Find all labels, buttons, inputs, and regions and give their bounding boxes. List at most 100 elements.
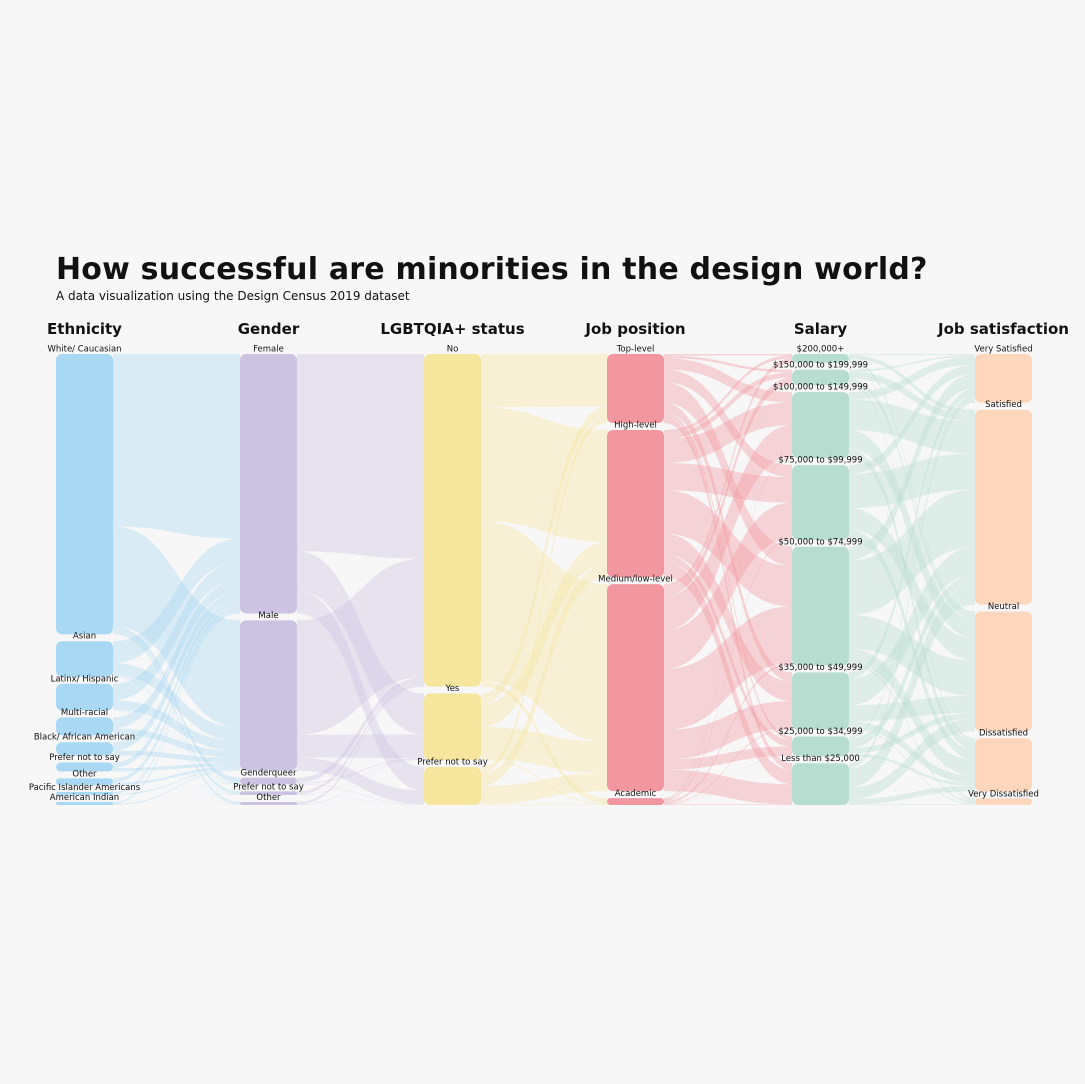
link-salary-6-to-3[interactable]: [849, 753, 975, 786]
node-salary-100-000-to-149-999[interactable]: [792, 392, 849, 459]
link-ethnicity-7-to-2[interactable]: [113, 784, 240, 795]
link-salary-2-to-2[interactable]: [849, 430, 975, 639]
link-job-position-1-to-1[interactable]: [664, 372, 792, 439]
node-gender-genderqueer[interactable]: [240, 777, 297, 785]
link-ethnicity-6-to-1[interactable]: [113, 766, 240, 785]
link-lgbtqia-status-1-to-2[interactable]: [481, 726, 607, 774]
link-ethnicity-2-to-1[interactable]: [113, 700, 240, 752]
link-ethnicity-0-to-2[interactable]: [113, 626, 240, 783]
link-job-position-1-to-5[interactable]: [664, 533, 792, 702]
link-job-position-3-to-6[interactable]: [664, 755, 792, 805]
node-ethnicity-asian[interactable]: [56, 641, 113, 677]
link-salary-2-to-3[interactable]: [849, 448, 975, 751]
link-gender-2-to-0[interactable]: [297, 677, 424, 783]
link-gender-4-to-1[interactable]: [297, 759, 424, 805]
link-ethnicity-3-to-4[interactable]: [113, 735, 240, 805]
link-job-position-2-to-4[interactable]: [664, 606, 792, 731]
link-ethnicity-7-to-4[interactable]: [113, 795, 240, 805]
link-ethnicity-1-to-0[interactable]: [113, 538, 240, 664]
node-gender-male[interactable]: [240, 620, 297, 771]
link-salary-1-to-0[interactable]: [849, 355, 975, 372]
link-ethnicity-0-to-1[interactable]: [113, 526, 240, 728]
node-job-satisfaction-very-dissatisfied[interactable]: [975, 798, 1032, 805]
link-ethnicity-8-to-1[interactable]: [113, 769, 240, 805]
link-gender-3-to-0[interactable]: [297, 682, 424, 795]
link-salary-4-to-3[interactable]: [849, 648, 975, 776]
link-job-position-2-to-5[interactable]: [664, 701, 792, 760]
link-salary-5-to-4[interactable]: [849, 728, 975, 804]
link-salary-0-to-0[interactable]: [849, 354, 975, 356]
link-ethnicity-4-to-3[interactable]: [113, 755, 240, 795]
link-salary-1-to-4[interactable]: [849, 384, 975, 799]
link-ethnicity-8-to-2[interactable]: [113, 784, 240, 805]
link-ethnicity-7-to-0[interactable]: [113, 610, 240, 794]
link-ethnicity-4-to-0[interactable]: [113, 591, 240, 751]
link-ethnicity-6-to-0[interactable]: [113, 606, 240, 783]
link-gender-1-to-0[interactable]: [297, 558, 424, 735]
link-ethnicity-2-to-3[interactable]: [113, 710, 240, 795]
link-gender-0-to-0[interactable]: [297, 354, 424, 559]
link-job-position-3-to-7[interactable]: [664, 804, 792, 805]
node-salary-50-000-to-74-999[interactable]: [792, 546, 849, 666]
link-salary-3-to-0[interactable]: [849, 364, 975, 474]
link-gender-3-to-1[interactable]: [297, 759, 424, 795]
node-lgbtqia-status-no[interactable]: [424, 354, 481, 687]
link-salary-0-to-1[interactable]: [849, 355, 975, 414]
node-job-satisfaction-neutral[interactable]: [975, 611, 1032, 732]
node-gender-other[interactable]: [240, 802, 297, 805]
node-ethnicity-prefer-not-to-say[interactable]: [56, 762, 113, 772]
link-ethnicity-5-to-0[interactable]: [113, 600, 240, 768]
link-salary-7-to-1[interactable]: [849, 584, 975, 788]
link-job-position-0-to-3[interactable]: [664, 369, 792, 478]
link-lgbtqia-status-2-to-3[interactable]: [481, 804, 607, 805]
link-salary-6-to-4[interactable]: [849, 755, 975, 805]
node-ethnicity-latinx-hispanic[interactable]: [56, 683, 113, 711]
link-lgbtqia-status-1-to-0[interactable]: [481, 406, 607, 705]
link-ethnicity-6-to-2[interactable]: [113, 784, 240, 785]
link-ethnicity-3-to-1[interactable]: [113, 728, 240, 758]
link-ethnicity-1-to-4[interactable]: [113, 676, 240, 805]
link-salary-5-to-0[interactable]: [849, 388, 975, 679]
link-lgbtqia-status-0-to-3[interactable]: [481, 681, 607, 804]
link-salary-5-to-1[interactable]: [849, 547, 975, 706]
link-ethnicity-3-to-3[interactable]: [113, 735, 240, 795]
link-job-position-1-to-0[interactable]: [664, 355, 792, 434]
link-job-position-2-to-3[interactable]: [664, 502, 792, 669]
node-salary-200-000[interactable]: [792, 354, 849, 363]
link-ethnicity-1-to-2[interactable]: [113, 675, 240, 784]
link-salary-1-to-3[interactable]: [849, 382, 975, 742]
node-salary-35-000-to-49-999[interactable]: [792, 672, 849, 730]
link-salary-7-to-3[interactable]: [849, 785, 975, 805]
link-salary-1-to-2[interactable]: [849, 378, 975, 619]
link-job-position-1-to-2[interactable]: [664, 402, 792, 463]
link-ethnicity-5-to-2[interactable]: [113, 771, 240, 785]
link-job-position-2-to-2[interactable]: [664, 425, 792, 631]
link-salary-3-to-4[interactable]: [849, 538, 975, 802]
link-ethnicity-0-to-3[interactable]: [113, 630, 240, 794]
link-salary-3-to-3[interactable]: [849, 529, 975, 760]
node-ethnicity-white-caucasian[interactable]: [56, 354, 113, 635]
link-ethnicity-2-to-0[interactable]: [113, 562, 240, 701]
link-ethnicity-3-to-2[interactable]: [113, 734, 240, 784]
link-salary-7-to-0[interactable]: [849, 397, 975, 769]
link-job-position-1-to-3[interactable]: [664, 462, 792, 503]
link-ethnicity-0-to-4[interactable]: [113, 633, 240, 805]
link-job-position-0-to-7[interactable]: [664, 415, 792, 770]
node-ethnicity-other[interactable]: [56, 778, 113, 786]
link-salary-4-to-0[interactable]: [849, 373, 975, 561]
link-ethnicity-1-to-1[interactable]: [113, 663, 240, 741]
link-salary-2-to-1[interactable]: [849, 399, 975, 454]
link-job-position-0-to-5[interactable]: [664, 402, 792, 682]
link-salary-4-to-2[interactable]: [849, 615, 975, 696]
link-salary-6-to-0[interactable]: [849, 395, 975, 739]
node-job-satisfaction-satisfied[interactable]: [975, 409, 1032, 605]
link-job-position-0-to-6[interactable]: [664, 412, 792, 740]
link-salary-0-to-4[interactable]: [849, 362, 975, 799]
link-job-position-3-to-0[interactable]: [664, 362, 792, 799]
link-ethnicity-5-to-1[interactable]: [113, 762, 240, 772]
link-job-position-3-to-1[interactable]: [664, 384, 792, 799]
node-gender-prefer-not-to-say[interactable]: [240, 791, 297, 796]
link-gender-1-to-2[interactable]: [297, 757, 424, 804]
node-job-position-high-level[interactable]: [607, 429, 664, 578]
